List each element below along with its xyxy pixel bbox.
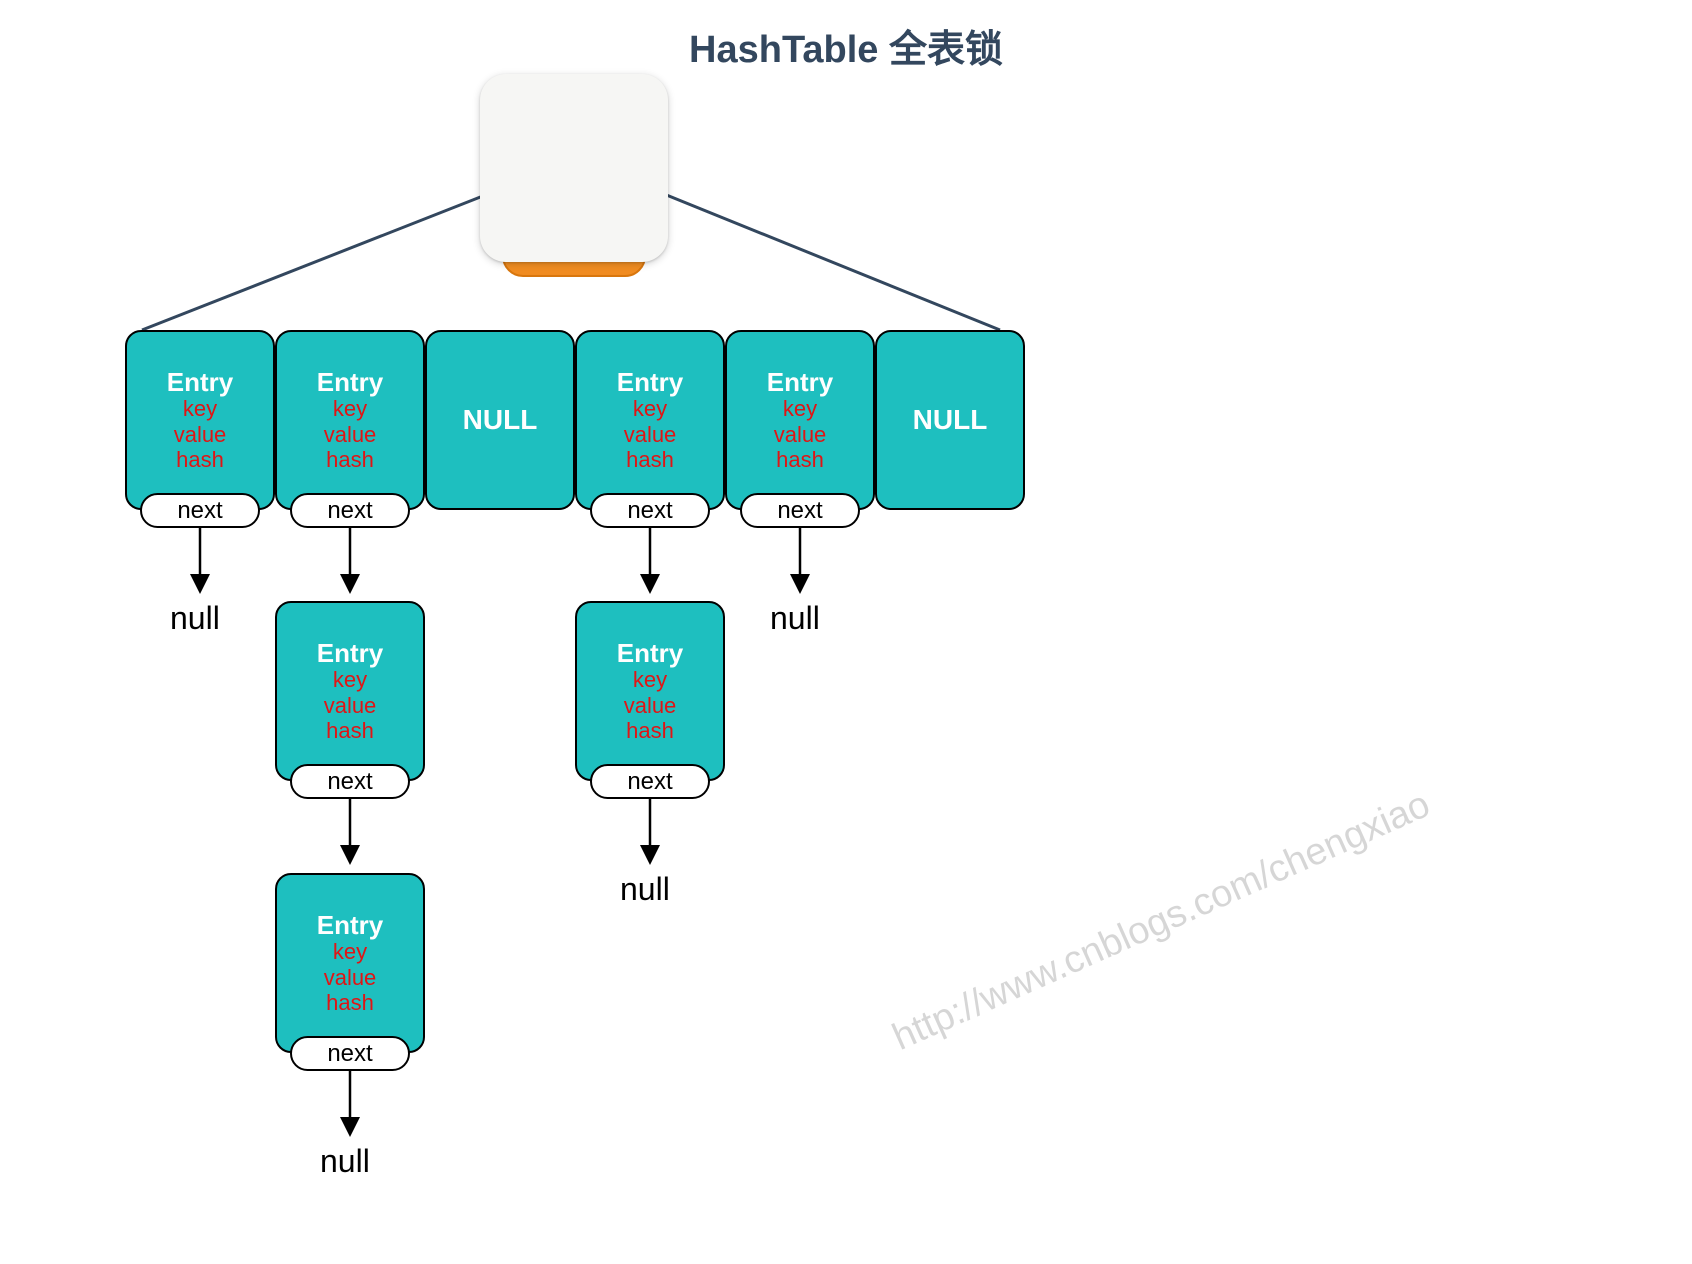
next-pill-c1a: next [290, 764, 410, 799]
bucket-entry-0: Entrykeyvaluehash [125, 330, 275, 510]
entry-field-hash: hash [326, 718, 374, 743]
entry-field-hash: hash [626, 447, 674, 472]
entry-field-key: key [633, 667, 667, 692]
entry-field-hash: hash [326, 447, 374, 472]
entry-field-value: value [624, 422, 677, 447]
bucket-entry-3: Entrykeyvaluehash [575, 330, 725, 510]
entry-field-key: key [783, 396, 817, 421]
chain-entry-c3a: Entrykeyvaluehash [575, 601, 725, 781]
entry-title: Entry [317, 639, 383, 668]
entry-field-key: key [333, 396, 367, 421]
entry-field-value: value [324, 965, 377, 990]
null-pointer-text: null [770, 600, 820, 637]
entry-field-value: value [624, 693, 677, 718]
entry-field-hash: hash [776, 447, 824, 472]
entry-field-hash: hash [176, 447, 224, 472]
entry-field-value: value [774, 422, 827, 447]
next-pill-bucket-4: next [740, 493, 860, 528]
entry-field-key: key [183, 396, 217, 421]
entry-field-key: key [633, 396, 667, 421]
entry-field-value: value [174, 422, 227, 447]
next-pill-c1b: next [290, 1036, 410, 1071]
next-pill-bucket-0: next [140, 493, 260, 528]
chain-entry-c1a: Entrykeyvaluehash [275, 601, 425, 781]
entry-field-value: value [324, 422, 377, 447]
null-pointer-text: null [620, 871, 670, 908]
chain-entry-c1b: Entrykeyvaluehash [275, 873, 425, 1053]
entry-title: Entry [317, 911, 383, 940]
entry-title: Entry [167, 368, 233, 397]
lock-icon [480, 74, 668, 262]
next-pill-bucket-1: next [290, 493, 410, 528]
null-cell-label: NULL [427, 404, 573, 436]
bucket-entry-4: Entrykeyvaluehash [725, 330, 875, 510]
null-pointer-text: null [170, 600, 220, 637]
null-pointer-text: null [320, 1143, 370, 1180]
watermark-text: http://www.cnblogs.com/chengxiao [886, 783, 1436, 1059]
entry-title: Entry [767, 368, 833, 397]
entry-field-key: key [333, 667, 367, 692]
entry-title: Entry [317, 368, 383, 397]
null-cell-label: NULL [877, 404, 1023, 436]
entry-field-value: value [324, 693, 377, 718]
entry-title: Entry [617, 368, 683, 397]
entry-field-hash: hash [626, 718, 674, 743]
entry-field-hash: hash [326, 990, 374, 1015]
next-pill-bucket-3: next [590, 493, 710, 528]
next-pill-c3a: next [590, 764, 710, 799]
bucket-entry-1: Entrykeyvaluehash [275, 330, 425, 510]
diagram-title: HashTable 全表锁 [0, 18, 1692, 73]
bucket-null-5: NULL [875, 330, 1025, 510]
entry-title: Entry [617, 639, 683, 668]
diagram-stage: HashTable 全表锁EntrykeyvaluehashEntrykeyva… [0, 0, 1692, 1264]
bucket-null-2: NULL [425, 330, 575, 510]
entry-field-key: key [333, 939, 367, 964]
